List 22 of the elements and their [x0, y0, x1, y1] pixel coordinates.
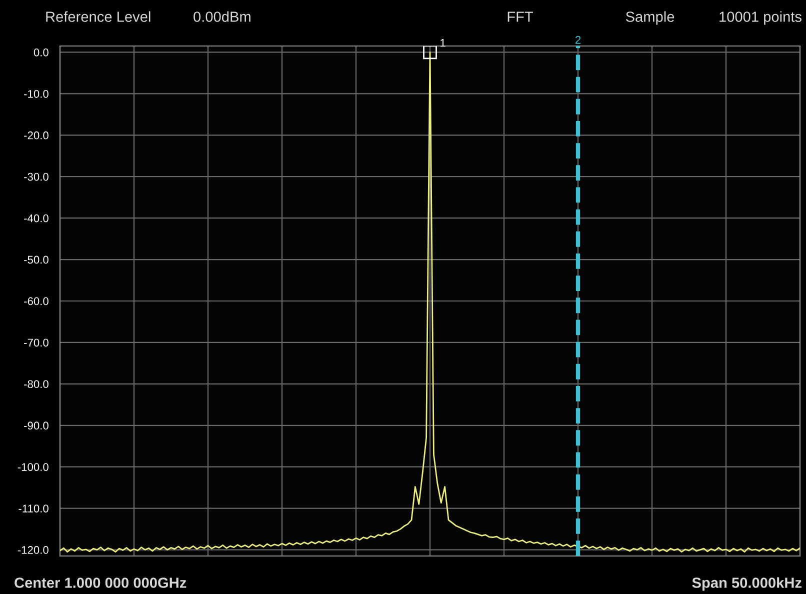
- y-tick-label: -60.0: [24, 297, 48, 306]
- text: FFT: [508, 12, 534, 22]
- y-tick-label: 0.0: [34, 48, 48, 56]
- y-tick-label: -50.0: [24, 256, 48, 264]
- text: Span 50.000kHz: [692, 577, 802, 591]
- text: 10001 points: [720, 11, 802, 25]
- text: Reference Level: [46, 11, 150, 22]
- y-tick-label: -10.0: [24, 90, 48, 98]
- y-tick-label: -40.0: [24, 214, 48, 222]
- y-tick-label: -100.0: [18, 463, 48, 471]
- y-tick-label: -90.0: [24, 422, 48, 430]
- y-tick-label: -20.0: [24, 131, 48, 140]
- y-tick-label: -120.0: [18, 546, 48, 554]
- y-tick-label: -70.0: [24, 338, 48, 347]
- text: Sample: [626, 11, 674, 25]
- text: 2: [575, 36, 581, 44]
- y-tick-label: -30.0: [24, 172, 48, 181]
- annotation: 1: [440, 39, 446, 47]
- y-tick-label: -80.0: [24, 380, 48, 388]
- y-tick-label: -110.0: [18, 504, 48, 512]
- text: Center 1.000 000 000GHz: [14, 578, 186, 588]
- text: 0.00dBm: [194, 11, 250, 22]
